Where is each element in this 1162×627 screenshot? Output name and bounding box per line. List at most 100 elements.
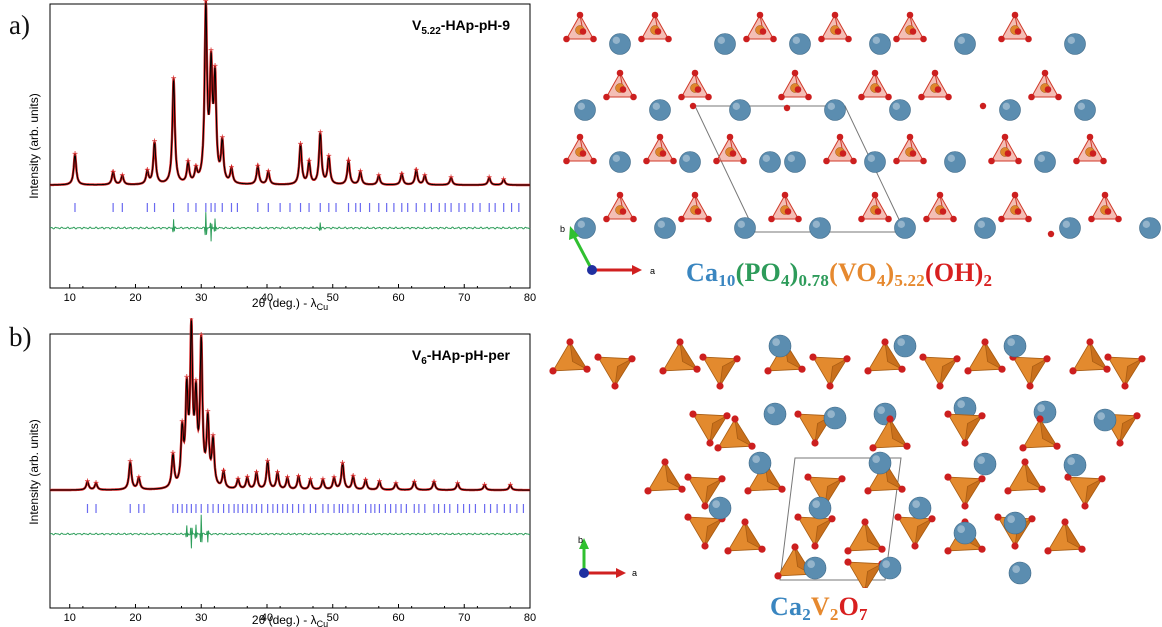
oxygen-atom [909,150,917,157]
ca-atom-highlight [897,220,905,228]
formula-part: 2 [802,605,811,624]
ca-atom [759,151,781,173]
observed-point-3: + [144,165,150,176]
oxygen-atom [944,410,952,418]
oxygen-atom [1100,157,1107,165]
ca-atom-highlight [577,102,585,110]
ca-atom [973,452,997,476]
observed-point-30: + [455,478,461,489]
formula-part: 2 [829,605,839,624]
formula-ca2v2o7: Ca2V2O7 [770,592,868,625]
oxygen-atom [659,367,667,375]
observed-point-29: + [431,477,437,488]
oxygen-atom [778,93,785,101]
observed-point-2: + [127,457,133,468]
oxygen-atom [988,157,995,165]
crystal-structure-ca2v2o7 [549,334,1146,588]
ca-atom-highlight [977,220,985,228]
oxygen-atom [743,35,750,43]
oxygen-atom [939,208,947,215]
ca-atom [1063,453,1087,477]
formula-part: 5.22 [894,271,925,290]
observed-point-3: + [136,472,142,483]
tetra-face [1024,461,1044,491]
plot-b-frame [49,333,531,609]
oxygen-atom [964,367,972,375]
observed-point-19: + [346,156,352,167]
observed-point-20: + [307,475,313,486]
ca-atom [944,151,966,173]
tetra-face [814,517,834,547]
ca-atom-highlight [1037,404,1045,412]
oxygen-atom [659,150,667,157]
oxygen-atom [1028,515,1036,523]
observed-point-0: + [85,477,91,488]
ca-atom-highlight [957,400,965,408]
axis-indicator-b: a b [578,535,637,578]
oxygen-atom [740,157,747,165]
tetra-face [679,341,699,371]
oxygen-atom [961,502,969,510]
oxygen-atom [953,355,961,363]
oxygen-atom [661,458,669,466]
oxygen-atom [843,355,851,363]
oxygen-atom [644,487,652,495]
ca-atom-highlight [1012,565,1020,573]
observed-point-6: + [185,157,191,168]
oxygen-atom [826,382,834,390]
oxygen-atom [978,475,986,483]
tetra-face [719,357,739,387]
oxygen-atom [1121,382,1129,390]
ca-atom [714,33,736,55]
ca-atom [1008,561,1032,585]
formula-part: (VO [829,258,877,287]
oxygen-atom [744,487,752,495]
oxygen-atom [1081,502,1089,510]
ca-atom [868,451,892,475]
oxygen-atom [1078,545,1086,553]
oxygen-atom [705,93,712,101]
observed-point-8: + [203,0,209,7]
oxygen-atom [684,473,692,481]
observed-point-26: + [377,477,383,488]
ca-atom [974,217,996,239]
formula-part: 4 [876,271,886,290]
ca-atom [823,406,847,430]
ca-atom [1034,151,1056,173]
ca-atom [708,496,732,520]
oxygen-atom [1028,93,1035,101]
ca-atom-highlight [717,36,725,44]
oxygen-atom [1001,133,1009,141]
oxygen-atom [1025,215,1032,223]
b-axis-arrowhead-b [579,538,589,549]
oxygen-atom [961,439,969,447]
oxygen-atom [1047,230,1055,238]
ca-atom-highlight [612,154,620,162]
ca-atom-highlight [1142,220,1150,228]
plot-a-calculated-curve [50,0,530,186]
oxygen-atom [706,439,714,447]
plot-a-xlabel: 2θ (deg.) - λCu [252,296,328,312]
oxygen-atom [831,11,839,19]
oxygen-atom [764,367,772,375]
oxygen-atom [1011,11,1019,19]
oxygen-atom [871,191,879,199]
oxygen-atom [1014,208,1022,215]
ca-atom-highlight [767,406,775,414]
ca-atom [889,99,911,121]
x-tick-label-2: 30 [195,292,207,304]
oxygen-atom [998,365,1006,373]
observed-point-21: + [376,171,382,182]
oxygen-atom [694,208,702,215]
oxygen-atom [611,382,619,390]
formula-hap: Ca10(PO4)0.78(VO4)5.22(OH)2 [686,258,992,291]
observed-point-12: + [221,466,227,477]
tetra-face [1119,414,1139,444]
observed-point-1: + [110,167,116,178]
oxygen-atom [693,365,701,373]
oxygen-atom [1103,365,1111,373]
ca-atom-highlight [812,500,820,508]
tetra-face [1124,357,1144,387]
oxygen-atom [691,69,699,77]
ca-atom-highlight [762,154,770,162]
